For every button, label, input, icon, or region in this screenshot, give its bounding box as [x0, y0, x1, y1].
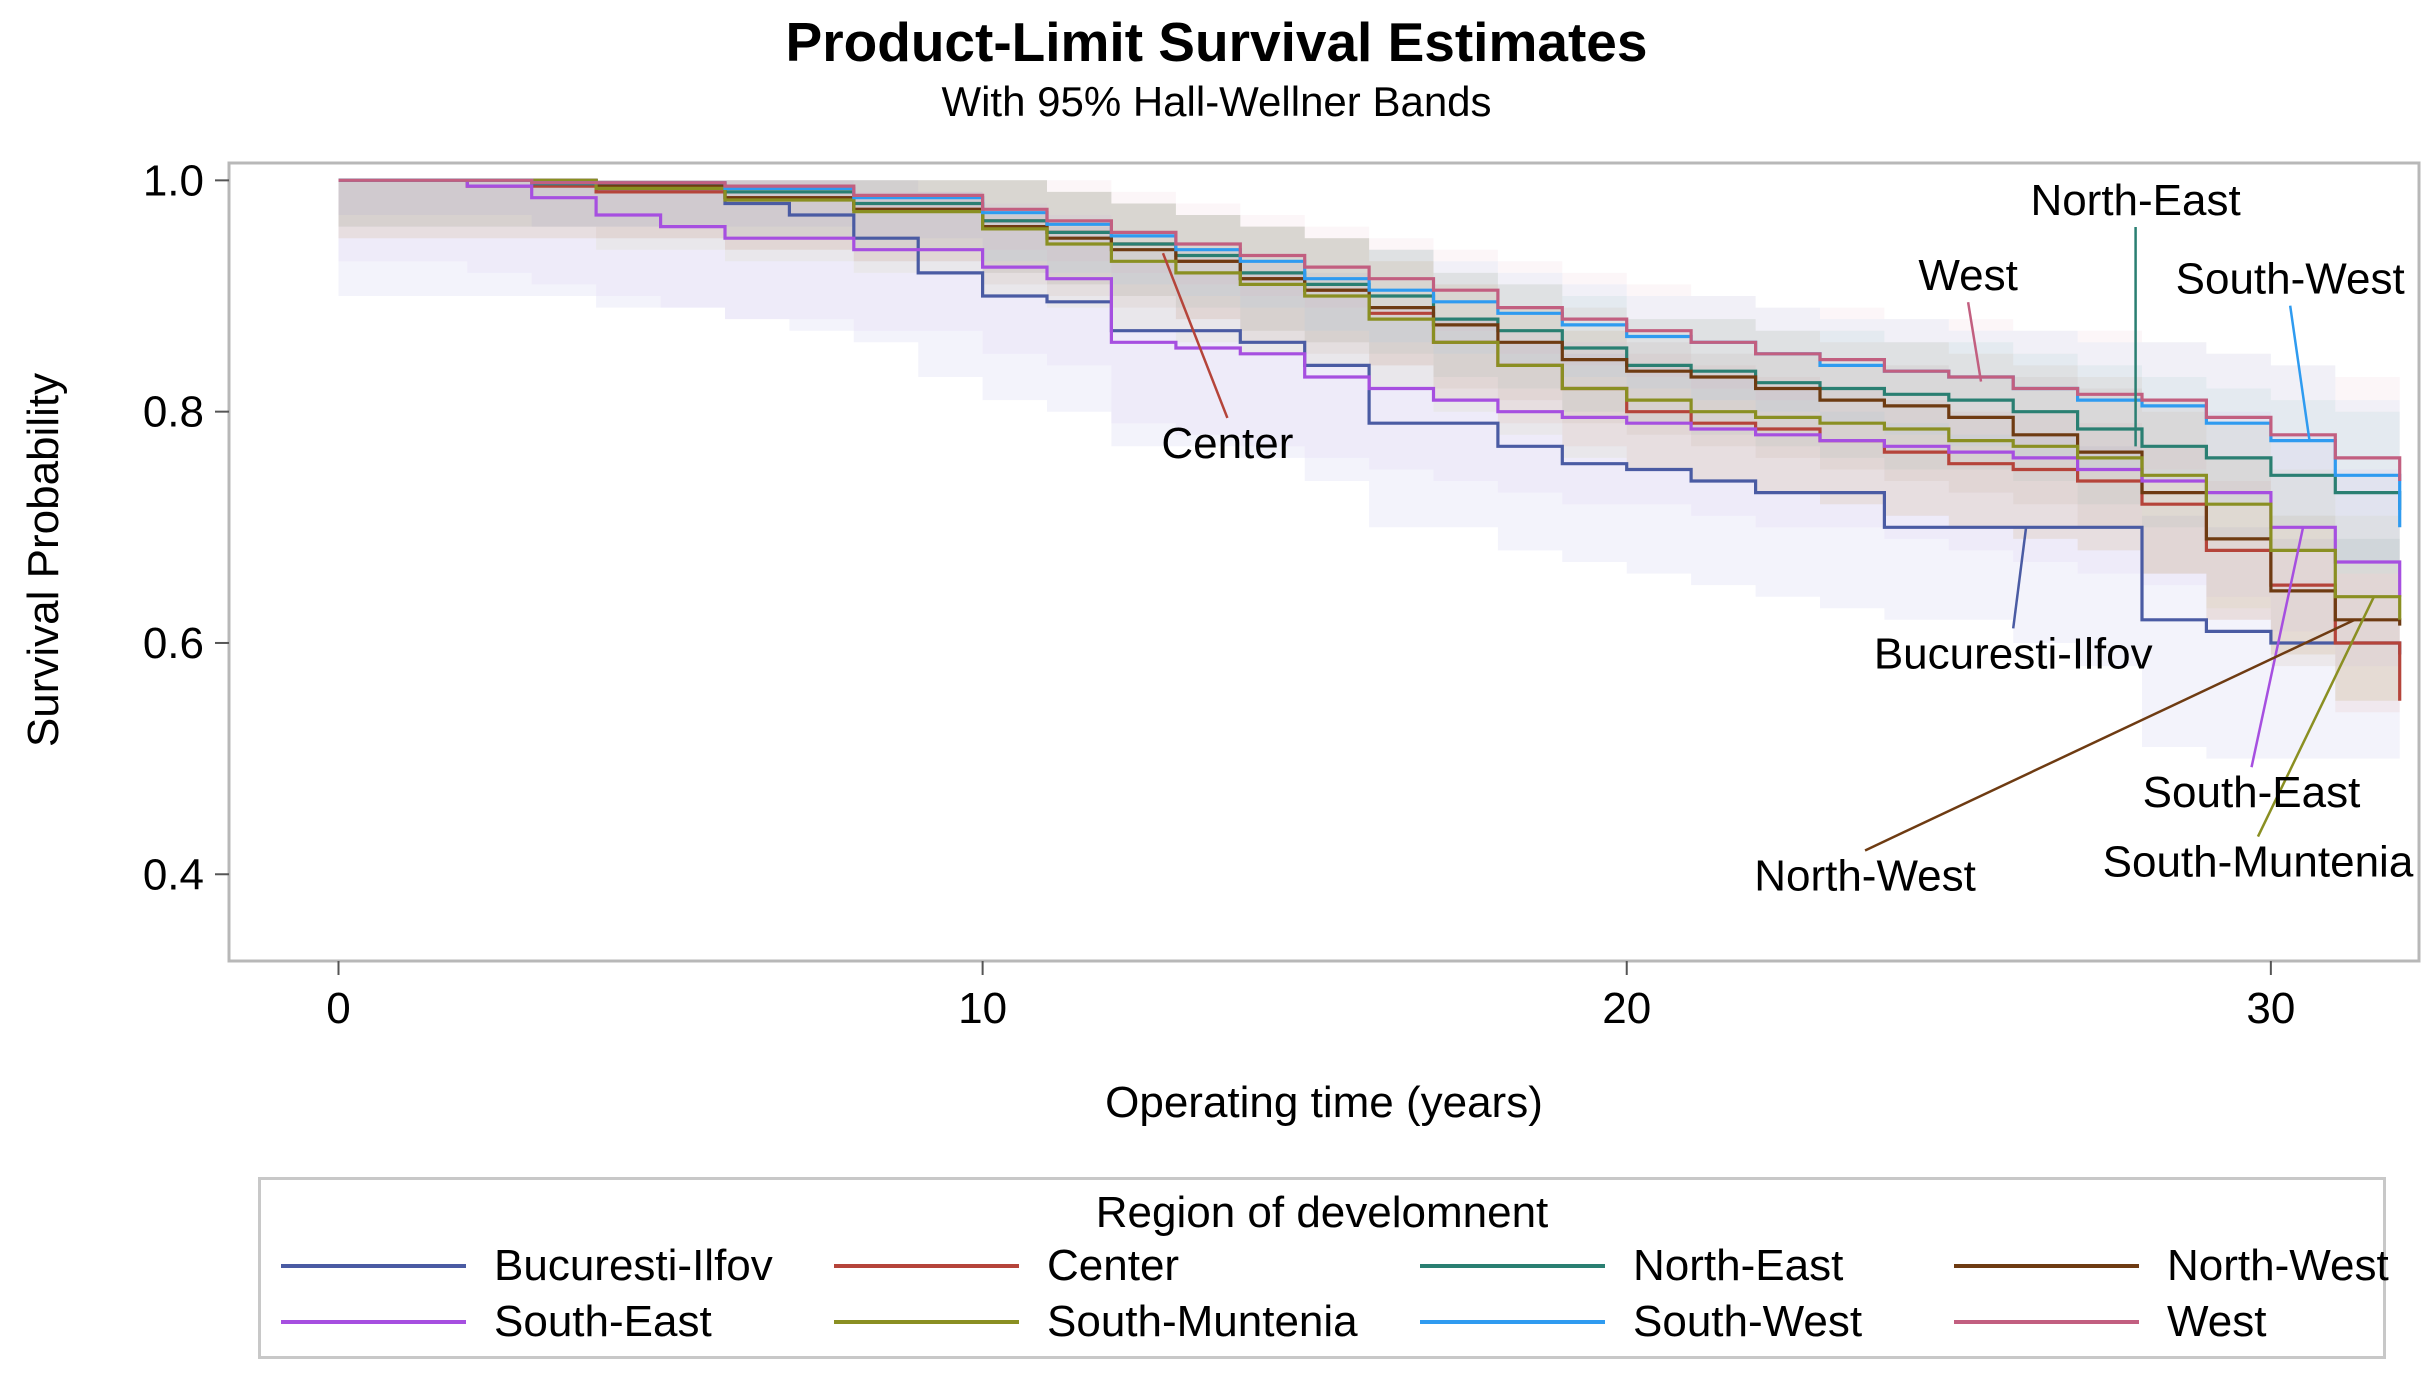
- legend-item-south-west: South-West: [1420, 1296, 1862, 1348]
- legend-swatch: [834, 1264, 1019, 1268]
- label-west: West: [1918, 251, 2017, 300]
- legend-swatch: [1954, 1320, 2139, 1324]
- legend-item-south-muntenia: South-Muntenia: [834, 1296, 1358, 1348]
- legend-label: South-Muntenia: [1047, 1297, 1358, 1346]
- legend-item-north-east: North-East: [1420, 1240, 1843, 1292]
- band-west: [338, 180, 2400, 563]
- y-tick-label: 0.8: [143, 388, 204, 437]
- legend-label: Center: [1047, 1241, 1180, 1290]
- curve-south-muntenia: [338, 178, 2402, 620]
- curve-bucuresti-ilfov: [338, 178, 2402, 655]
- legend-swatch: [281, 1320, 466, 1324]
- y-tick-label: 0.4: [143, 850, 204, 899]
- legend-label: South-West: [1633, 1297, 1863, 1346]
- survival-curves: [338, 178, 2402, 701]
- y-tick-label: 0.6: [143, 619, 204, 668]
- legend-item-center: Center: [834, 1240, 1179, 1292]
- legend-label: South-East: [494, 1297, 712, 1346]
- label-north-west: North-West: [1754, 851, 1976, 900]
- leader-south-west: [2288, 305, 2311, 441]
- curve-labels: Center North-East West South-West Bucuresti-…: [1161, 176, 2413, 900]
- curve-south-west: [338, 178, 2402, 528]
- legend-item-west: West: [1954, 1296, 2266, 1348]
- legend-item-north-west: North-West: [1954, 1240, 2389, 1292]
- leader-bucuresti-ilfov: [2011, 527, 2028, 629]
- leader-center: [1161, 252, 1229, 419]
- chart-title: Product-Limit Survival Estimates: [785, 11, 1648, 73]
- label-south-west: South-West: [2176, 255, 2405, 304]
- legend-swatch: [1420, 1264, 1605, 1268]
- legend-item-bucuresti-ilfov: Bucuresti-Ilfov: [281, 1240, 773, 1292]
- y-tick-label: 1.0: [143, 156, 204, 205]
- curve-west: [338, 178, 2402, 481]
- label-south-muntenia: South-Muntenia: [2103, 838, 2414, 887]
- legend-item-south-east: South-East: [281, 1296, 712, 1348]
- x-tick-label: 0: [326, 984, 350, 1033]
- leader-south-east: [2250, 527, 2305, 768]
- legend-label: North-West: [2167, 1241, 2389, 1290]
- label-bucuresti-ilfov: Bucuresti-Ilfov: [1874, 629, 2153, 678]
- legend-title: Region of develomnent: [1095, 1188, 1549, 1237]
- curve-south-east: [338, 178, 2402, 597]
- x-axis-label: Operating time (years): [1105, 1078, 1543, 1127]
- label-south-east: South-East: [2143, 768, 2361, 817]
- chart-subtitle: With 95% Hall-Wellner Bands: [941, 78, 1492, 125]
- leader-south-muntenia: [2256, 596, 2376, 838]
- legend: Region of develomnent Bucuresti-Ilfov Cen…: [258, 1177, 2389, 1359]
- legend-swatch: [1954, 1264, 2139, 1268]
- legend-swatch: [834, 1320, 1019, 1324]
- band-bucuresti-ilfov: [338, 180, 2400, 771]
- legend-label: North-East: [1633, 1241, 1844, 1290]
- curve-label-leaders: [1161, 227, 2376, 852]
- axes: 0 10 20 30 0.4 0.6 0.8 1.0: [143, 156, 2296, 1033]
- legend-label: Bucuresti-Ilfov: [494, 1241, 773, 1290]
- leader-west: [1966, 302, 1983, 382]
- band-north-east: [338, 180, 2400, 597]
- legend-swatch: [281, 1264, 466, 1268]
- label-north-east: North-East: [2030, 176, 2240, 225]
- label-center: Center: [1161, 419, 1293, 468]
- x-tick-label: 20: [1602, 984, 1651, 1033]
- y-axis-label: Survival Probability: [19, 373, 68, 747]
- x-tick-label: 30: [2246, 984, 2295, 1033]
- legend-label: West: [2167, 1297, 2267, 1346]
- band-south-east: [338, 180, 2400, 701]
- leader-north-west: [1864, 618, 2356, 852]
- x-tick-label: 10: [958, 984, 1007, 1033]
- legend-swatch: [1420, 1320, 1605, 1324]
